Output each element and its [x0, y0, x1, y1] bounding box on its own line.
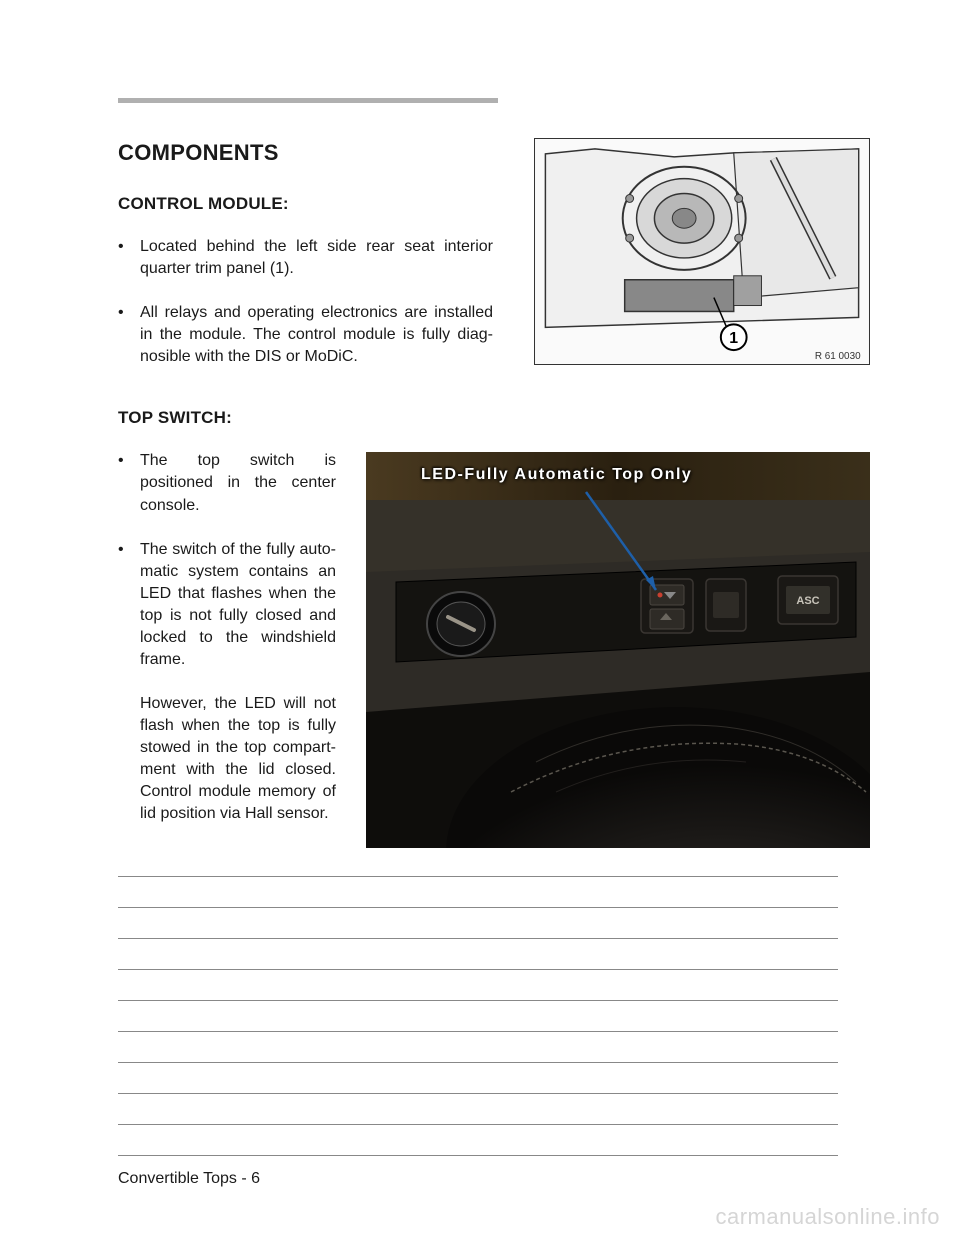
- control-module-diagram: 1 R 61 0030: [534, 138, 870, 365]
- callout-number: 1: [729, 330, 738, 347]
- led-label-overlay: LED-Fully Automatic Top Only: [421, 466, 692, 484]
- top-divider-bar: [118, 98, 498, 103]
- bullet-item: All relays and operating electronics are…: [118, 302, 493, 368]
- watermark-text: carmanualsonline.info: [715, 1204, 940, 1230]
- console-svg: ASC: [366, 452, 870, 848]
- svg-text:ASC: ASC: [796, 595, 819, 607]
- note-line: [118, 1062, 838, 1063]
- note-line: [118, 1155, 838, 1156]
- note-line: [118, 1124, 838, 1125]
- bullet-item: The top switch is positioned in the cent…: [118, 450, 336, 516]
- note-line: [118, 1000, 838, 1001]
- note-line: [118, 1093, 838, 1094]
- page-container: COMPONENTS CONTROL MODULE: Located behin…: [0, 0, 960, 1242]
- top-switch-subheading: TOP SWITCH:: [118, 408, 870, 428]
- note-line: [118, 876, 838, 877]
- notes-lines-area: [118, 876, 838, 1156]
- note-line: [118, 1031, 838, 1032]
- bullet-continuation: However, the LED will not flash when the…: [140, 693, 336, 825]
- center-console-photo: ASC LED-Fully Automatic Top Only: [366, 452, 870, 848]
- note-line: [118, 907, 838, 908]
- module-svg: 1 R 61 0030: [535, 139, 869, 364]
- bullet-item: The switch of the fully auto-matic syste…: [118, 539, 336, 826]
- image-ref: R 61 0030: [815, 351, 861, 362]
- control-module-bullets: Located behind the left side rear seat i…: [118, 236, 493, 368]
- top-switch-section: TOP SWITCH: The top switch is positioned…: [118, 408, 870, 825]
- bullet-text: The switch of the fully auto-matic syste…: [140, 541, 336, 668]
- bullet-item: Located behind the left side rear seat i…: [118, 236, 493, 280]
- note-line: [118, 938, 838, 939]
- note-line: [118, 969, 838, 970]
- page-footer: Convertible Tops - 6: [118, 1170, 260, 1188]
- top-switch-bullets: The top switch is positioned in the cent…: [118, 450, 336, 825]
